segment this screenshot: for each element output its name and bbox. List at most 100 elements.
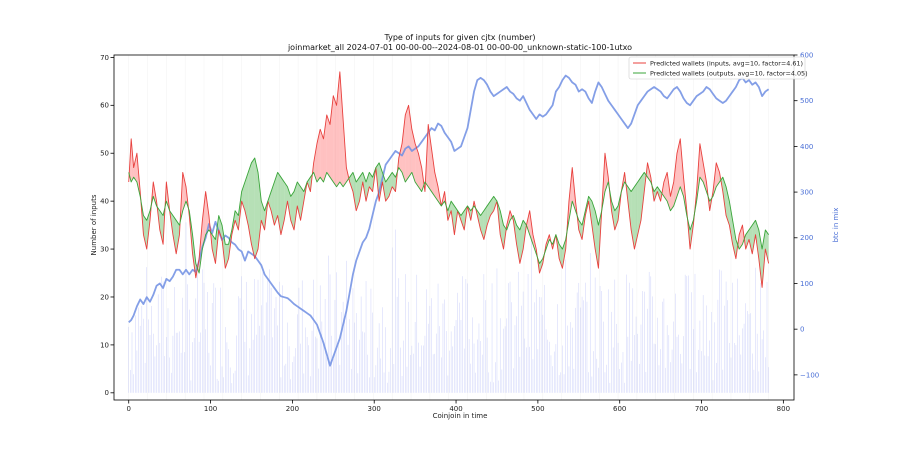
- fill-between-segment: [326, 114, 331, 178]
- chart-subtitle: joinmarket_all 2024-07-01 00-00-00--2024…: [287, 43, 632, 52]
- y2-tick-label: 400: [800, 143, 813, 151]
- legend-label-outputs: Predicted wallets (outputs, avg=10, fact…: [650, 69, 808, 77]
- fill-between-segment: [212, 234, 216, 264]
- y2-tick-label: 300: [800, 188, 813, 196]
- plot-frame: [113, 54, 795, 401]
- fill-between-segment: [176, 220, 180, 254]
- y2-tick-label: 200: [800, 234, 813, 242]
- y-tick-label: 10: [100, 341, 109, 349]
- fill-between-segment: [267, 191, 272, 211]
- fill-between-segment: [755, 220, 759, 259]
- y-axis-label: Number of inputs: [90, 194, 98, 255]
- fill-between-segment: [402, 114, 406, 182]
- fill-between-segment: [297, 181, 301, 221]
- fill-between-segment: [732, 220, 736, 259]
- fill-between-segment: [745, 229, 749, 250]
- series-line-btc-in-mix: [128, 74, 770, 367]
- fill-between-segment: [516, 225, 520, 264]
- fill-between-segment: [251, 158, 255, 259]
- fill-between-segment: [133, 153, 137, 182]
- fill-between-segment: [614, 205, 619, 230]
- series-lines-layer: [128, 71, 770, 367]
- fill-between-segment: [460, 210, 465, 230]
- series-line-outputs: [128, 157, 770, 274]
- background-bars-layer: [128, 55, 769, 400]
- y-tick-label: 20: [100, 293, 109, 301]
- fill-between-segment: [729, 201, 733, 245]
- x-tick-label: 0: [126, 405, 130, 413]
- fill-between-segment: [428, 124, 432, 192]
- y-tick-label: 30: [100, 245, 109, 253]
- x-tick-label: 400: [449, 405, 462, 413]
- fill-between-segment: [172, 215, 177, 254]
- y2-tick-label: 100: [800, 280, 813, 288]
- fill-between-segment: [670, 181, 674, 211]
- fill-between-segment: [765, 229, 769, 264]
- fill-between-segment: [280, 177, 285, 235]
- fill-between-segment: [143, 215, 147, 250]
- fill-between-segment: [434, 172, 439, 202]
- fill-between-segment: [431, 148, 435, 197]
- fill-between-segment: [225, 244, 229, 269]
- fill-between-segment: [274, 172, 278, 226]
- legend: Predicted wallets (inputs, avg=10, facto…: [628, 56, 808, 80]
- y2-tick-label: −100: [800, 371, 819, 379]
- y-tick-label: 0: [105, 389, 109, 397]
- fill-between-segment: [241, 181, 245, 211]
- fill-between-segment: [405, 105, 409, 182]
- fill-between-segment: [500, 210, 504, 250]
- fill-between-segment: [526, 210, 530, 235]
- fill-between-segment: [398, 143, 403, 173]
- fill-between-segment: [722, 177, 727, 216]
- series-line-inputs: [128, 71, 770, 288]
- fill-between-segment: [559, 244, 563, 269]
- y-tick-label: 60: [100, 102, 109, 110]
- y-tick-label: 70: [100, 54, 109, 62]
- axes-layer: 0 100 200 300 400 500 600 700 800 0 10 20 30 40 50 60 70…: [100, 51, 819, 413]
- fill-between-segment: [323, 114, 327, 182]
- fill-between-segment: [490, 196, 494, 216]
- fill-between-segment: [392, 172, 396, 192]
- fill-between-segment: [699, 143, 704, 182]
- fill-between-segment: [258, 172, 262, 250]
- y-tick-label: 40: [100, 198, 109, 206]
- x-axis-label: Coinjoin in time: [433, 412, 488, 420]
- fill-between-segment: [667, 172, 671, 211]
- fill-between-segment: [388, 172, 393, 197]
- fill-between-segment: [349, 172, 353, 192]
- legend-label-inputs: Predicted wallets (inputs, avg=10, facto…: [650, 59, 803, 67]
- fill-between-segment: [421, 167, 425, 192]
- legend-box: [628, 56, 806, 80]
- fill-between-segment: [290, 191, 295, 230]
- x-tick-label: 600: [613, 405, 626, 413]
- x-tick-label: 200: [286, 405, 299, 413]
- fill-between-segment: [316, 129, 321, 182]
- fill-between-segment: [254, 158, 259, 259]
- fill-between-segment: [294, 181, 298, 230]
- fill-between-segment: [182, 172, 187, 211]
- fill-between-segment: [748, 225, 753, 254]
- fill-between-segment: [758, 229, 763, 288]
- fill-between-segment: [320, 129, 324, 182]
- fill-between-segment: [244, 172, 249, 226]
- x-tick-label: 300: [368, 405, 381, 413]
- fill-between-segment: [159, 210, 164, 245]
- chart-title: Type of inputs for given cjtx (number): [383, 33, 535, 42]
- fill-between-segment: [634, 181, 638, 250]
- y-tick-label: 50: [100, 150, 109, 158]
- x-tick-label: 100: [204, 405, 217, 413]
- fill-between-segment: [218, 215, 223, 240]
- y2-tick-label: 500: [800, 97, 813, 105]
- fill-between-segment: [352, 172, 357, 211]
- fill-between-segment: [411, 129, 416, 182]
- fill-between-segment: [248, 162, 252, 245]
- fill-between-segment: [284, 181, 288, 221]
- x-tick-label: 800: [777, 405, 790, 413]
- fill-between-segment: [339, 71, 344, 187]
- y2-axis-label: btc in mix: [832, 208, 840, 243]
- y2-tick-label: 600: [800, 51, 813, 59]
- x-tick-label: 700: [695, 405, 708, 413]
- fill-between-segment: [487, 201, 491, 226]
